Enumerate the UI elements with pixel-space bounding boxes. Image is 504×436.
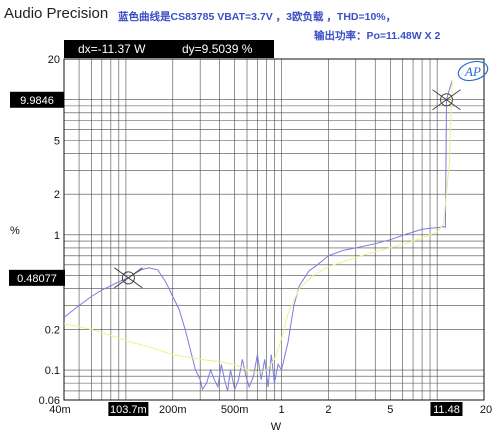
cursor-x2-label: 11.48 [430,402,463,416]
svg-text:11.48: 11.48 [433,404,460,416]
x-tick-label: 1 [278,404,284,416]
x-tick-labels: 40m 200m 500m 1 2 5 20 [49,404,492,416]
cursor-marker-2[interactable] [432,89,461,111]
ap-logo-icon [457,60,489,82]
y-axis-label: % [10,225,20,237]
ap-logo: AP [457,60,489,82]
cursor-labels: 103.7m 11.48 0.48077 9.9846 [9,91,463,416]
cursor-marker-1[interactable] [114,267,143,289]
cursor-group [114,89,461,289]
cursor-x1-label: 103.7m [108,402,149,416]
series-group [64,79,453,392]
y-tick-label: 0.06 [39,395,60,407]
cursor-y1-label: 0.48077 [9,269,65,286]
y-tick-label: 5 [54,135,60,147]
y-tick-label: 0.1 [45,365,60,377]
svg-text:103.7m: 103.7m [110,404,147,416]
y-tick-label: 1 [54,230,60,242]
series-line-yellow [64,79,453,374]
x-axis-label: W [271,421,282,433]
app-title: Audio Precision [4,5,109,22]
x-tick-label: 2 [325,404,331,416]
x-tick-label: 40m [49,404,70,416]
y-tick-label: 20 [48,54,60,66]
y-tick-labels: 20 5 2 1 0.2 0.1 0.06 [39,54,60,407]
annotation-line-2: 输出功率：Po=11.48W X 2 [314,30,441,42]
dy-readout: dy=9.5039 % [182,42,253,56]
series-line-blue [64,79,453,392]
cursor-y2-label: 9.9846 [10,91,64,108]
svg-text:0.48077: 0.48077 [17,273,57,285]
y-tick-label: 0.2 [45,324,60,336]
dx-readout: dx=-11.37 W [78,42,146,56]
cursor-readout: dx=-11.37 W dy=9.5039 % [64,40,274,58]
x-tick-label: 20 [480,404,492,416]
annotation-line-1: 蓝色曲线是CS83785 VBAT=3.7V ，3欧负载 ，THD=10%， [118,11,397,23]
x-tick-label: 200m [159,404,187,416]
ap-logo-text: AP [464,64,481,79]
grid [64,59,484,400]
y-tick-label: 2 [54,189,60,201]
plot-frame [63,58,485,401]
x-tick-label: 500m [221,404,249,416]
svg-text:9.9846: 9.9846 [20,95,54,107]
x-tick-label: 5 [387,404,393,416]
